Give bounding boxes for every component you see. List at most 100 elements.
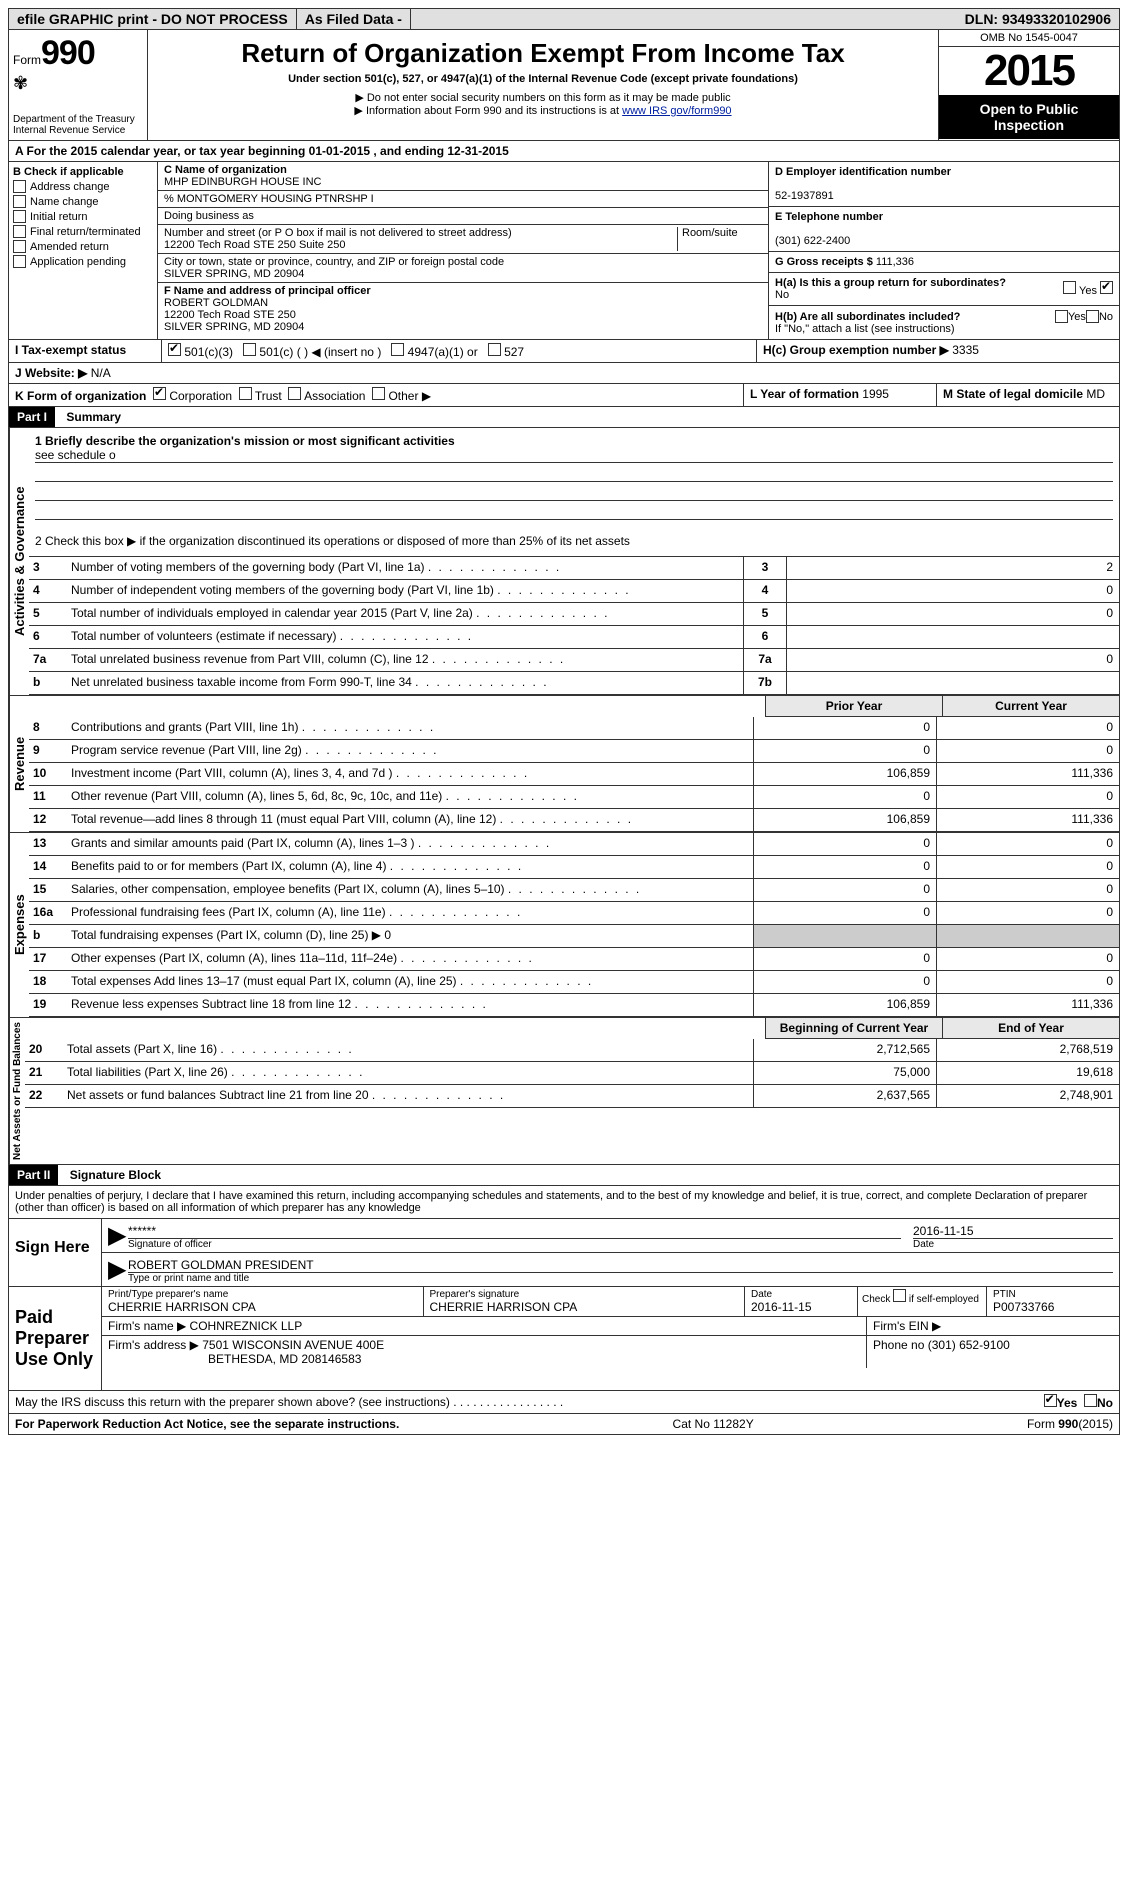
opt-corp: Corporation xyxy=(169,389,232,403)
j-label: J Website: ▶ xyxy=(15,366,87,380)
org-name: MHP EDINBURGH HOUSE INC xyxy=(164,176,321,188)
open-to-public: Open to Public Inspection xyxy=(939,95,1119,139)
hb-label: H(b) Are all subordinates included? xyxy=(775,311,1055,323)
part1-title: Summary xyxy=(58,410,121,424)
checkbox-initial-return[interactable] xyxy=(13,210,26,223)
dln-label: DLN: xyxy=(965,11,998,27)
dln-value: 93493320102906 xyxy=(1002,11,1111,27)
top-bar: efile GRAPHIC print - DO NOT PROCESS As … xyxy=(8,8,1120,30)
d-label: D Employer identification number xyxy=(775,166,951,178)
summary-line: 18Total expenses Add lines 13–17 (must e… xyxy=(29,971,1119,994)
checkbox-discuss-no[interactable] xyxy=(1084,1394,1097,1407)
firm-name: COHNREZNICK LLP xyxy=(190,1319,303,1333)
summary-line: 11Other revenue (Part VIII, column (A), … xyxy=(29,786,1119,809)
form-footer-label: Form xyxy=(1027,1417,1058,1431)
part1-header: Part I xyxy=(9,407,55,427)
form-footer-num: 990 xyxy=(1058,1417,1078,1431)
cb-label-final: Final return/terminated xyxy=(30,226,141,238)
g-label: G Gross receipts $ xyxy=(775,256,873,268)
checkbox-trust[interactable] xyxy=(239,387,252,400)
gov-line: 3Number of voting members of the governi… xyxy=(29,557,1119,580)
summary-line: 10Investment income (Part VIII, column (… xyxy=(29,763,1119,786)
checkbox-amended[interactable] xyxy=(13,240,26,253)
room-label: Room/suite xyxy=(677,227,762,251)
efile-label: efile GRAPHIC print - DO NOT PROCESS xyxy=(9,9,297,29)
checkbox-name-change[interactable] xyxy=(13,195,26,208)
col-center: C Name of organization MHP EDINBURGH HOU… xyxy=(158,162,768,339)
col-end-year: End of Year xyxy=(942,1018,1119,1039)
sig-masked: ****** xyxy=(128,1224,901,1238)
part2-title: Signature Block xyxy=(62,1168,161,1182)
row-a: A For the 2015 calendar year, or tax yea… xyxy=(8,141,1120,162)
row-j: J Website: ▶ N/A xyxy=(8,363,1120,384)
form-subtitle: Under section 501(c), 527, or 4947(a)(1)… xyxy=(160,73,926,85)
form-number: 990 xyxy=(41,34,95,72)
checkbox-501c3[interactable] xyxy=(168,343,181,356)
prep-sig-label: Preparer's signature xyxy=(430,1289,739,1300)
header-right: OMB No 1545-0047 2015 Open to Public Ins… xyxy=(938,30,1119,140)
irs-link[interactable]: www IRS gov/form990 xyxy=(622,105,731,117)
prep-self-emp-label: Check if self-employed xyxy=(862,1294,979,1305)
gross-receipts: 111,336 xyxy=(876,256,914,268)
prep-date: 2016-11-15 xyxy=(751,1300,851,1314)
checkbox-corp[interactable] xyxy=(153,387,166,400)
preparer-section: Paid Preparer Use Only Print/Type prepar… xyxy=(8,1287,1120,1391)
omb-number: OMB No 1545-0047 xyxy=(939,30,1119,47)
cb-label-name: Name change xyxy=(30,196,99,208)
dept-label: Department of the Treasury xyxy=(13,114,143,125)
ssn-note: ▶ Do not enter social security numbers o… xyxy=(160,91,926,104)
checkbox-final-return[interactable] xyxy=(13,225,26,238)
checkbox-address-change[interactable] xyxy=(13,180,26,193)
checkbox-ha-yes[interactable] xyxy=(1063,281,1076,294)
prep-sig: CHERRIE HARRISON CPA xyxy=(430,1300,739,1314)
row-i: I Tax-exempt status 501(c)(3) 501(c) ( )… xyxy=(8,340,1120,363)
cb-label-initial: Initial return xyxy=(30,211,87,223)
checkbox-hb-yes[interactable] xyxy=(1055,310,1068,323)
sign-date-label: Date xyxy=(913,1238,1113,1250)
street-label: Number and street (or P O box if mail is… xyxy=(164,227,512,239)
hc-value: 3335 xyxy=(952,343,979,357)
prep-date-label: Date xyxy=(751,1289,851,1300)
part2-row: Part II Signature Block xyxy=(8,1165,1120,1186)
col-b-header: B Check if applicable xyxy=(13,166,153,178)
prep-name: CHERRIE HARRISON CPA xyxy=(108,1300,417,1314)
l-label: L Year of formation xyxy=(750,387,859,401)
officer-addr2: SILVER SPRING, MD 20904 xyxy=(164,321,304,333)
checkbox-hb-no[interactable] xyxy=(1086,310,1099,323)
checkbox-assoc[interactable] xyxy=(288,387,301,400)
checkbox-pending[interactable] xyxy=(13,255,26,268)
discuss-row: May the IRS discuss this return with the… xyxy=(8,1391,1120,1414)
checkbox-527[interactable] xyxy=(488,343,501,356)
checkbox-self-employed[interactable] xyxy=(893,1289,906,1302)
summary-line: 19Revenue less expenses Subtract line 18… xyxy=(29,994,1119,1017)
year-formation: 1995 xyxy=(862,387,889,401)
part2-header: Part II xyxy=(9,1165,58,1185)
opt-501c: 501(c) ( ) ◀ (insert no ) xyxy=(259,345,381,359)
discuss-no: No xyxy=(1097,1396,1113,1410)
checkbox-discuss-yes[interactable] xyxy=(1044,1394,1057,1407)
ptin-value: P00733766 xyxy=(993,1300,1113,1314)
info-note: ▶ Information about Form 990 and its ins… xyxy=(354,105,622,117)
paperwork-row: For Paperwork Reduction Act Notice, see … xyxy=(8,1414,1120,1435)
checkbox-501c[interactable] xyxy=(243,343,256,356)
summary-line: 20Total assets (Part X, line 16) 2,712,5… xyxy=(25,1039,1119,1062)
sig-label: Signature of officer xyxy=(128,1238,901,1250)
gov-line: 4Number of independent voting members of… xyxy=(29,580,1119,603)
checkbox-other[interactable] xyxy=(372,387,385,400)
firm-phone-label: Phone no xyxy=(873,1338,924,1352)
discuss-yes: Yes xyxy=(1057,1396,1078,1410)
exp-vertical-label: Expenses xyxy=(9,833,29,1017)
city-value: SILVER SPRING, MD 20904 xyxy=(164,268,304,280)
header-left: Form990 ✾ Department of the Treasury Int… xyxy=(9,30,148,140)
penalty-text: Under penalties of perjury, I declare th… xyxy=(8,1186,1120,1219)
line1-label: 1 Briefly describe the organization's mi… xyxy=(35,434,1113,448)
sign-date: 2016-11-15 xyxy=(913,1224,1113,1238)
form-title: Return of Organization Exempt From Incom… xyxy=(160,38,926,69)
checkbox-4947[interactable] xyxy=(391,343,404,356)
cb-label-address: Address change xyxy=(30,181,110,193)
k-label: K Form of organization xyxy=(15,389,146,403)
firm-ein-label: Firm's EIN ▶ xyxy=(867,1317,1119,1335)
summary-line: 9Program service revenue (Part VIII, lin… xyxy=(29,740,1119,763)
checkbox-ha-no[interactable] xyxy=(1100,281,1113,294)
city-label: City or town, state or province, country… xyxy=(164,256,504,268)
